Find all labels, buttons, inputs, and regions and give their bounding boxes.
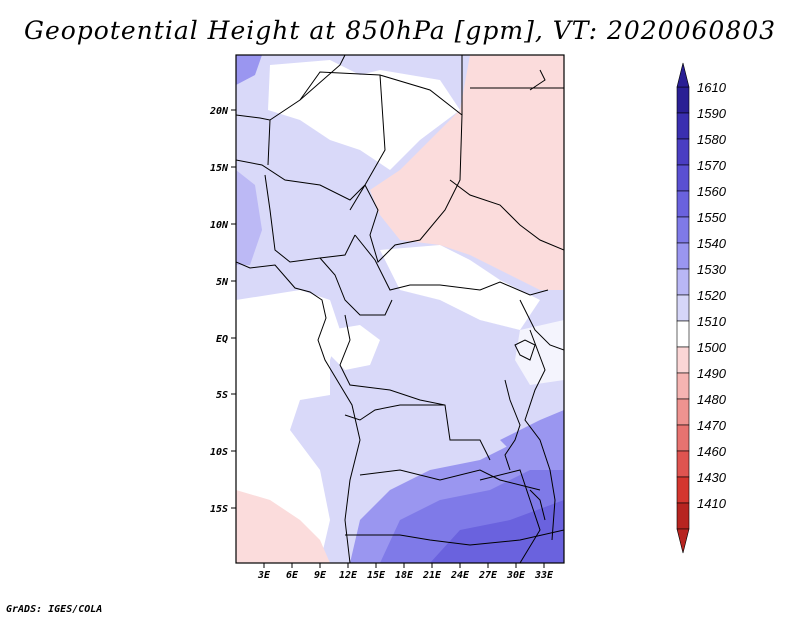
lon-label-9e: 9E	[314, 570, 327, 581]
colorbar-swatch	[676, 320, 690, 348]
colorbar-swatch	[676, 112, 690, 140]
border-kenya	[524, 329, 556, 541]
lon-label-18e: 18E	[395, 570, 414, 581]
colorbar-swatch	[676, 216, 690, 244]
lon-label-33e: 33E	[534, 570, 554, 581]
lon-label-6e: 6E	[286, 570, 299, 581]
colorbar-label: 1480	[697, 392, 727, 407]
colorbar-swatch	[676, 294, 690, 322]
border-nigeria	[264, 174, 356, 263]
lat-label-15n: 15N	[210, 163, 229, 174]
colorbar-label: 1530	[697, 262, 727, 277]
border-red-sea	[529, 69, 546, 91]
lat-label-20n: 20N	[209, 106, 229, 117]
border-rift-valley	[504, 379, 521, 471]
field-high-northwest	[236, 55, 262, 85]
colorbar-label: 1560	[697, 184, 727, 199]
border-sudan-west	[364, 55, 463, 263]
colorbar-label: 1410	[697, 496, 727, 511]
colorbar-label: 1490	[697, 366, 727, 381]
colorbar-label: 1500	[697, 340, 727, 355]
lon-label-27e: 27E	[478, 570, 498, 581]
border-central-africa	[354, 234, 549, 296]
border-west-coast	[236, 261, 361, 563]
colorbar-swatch	[676, 86, 690, 114]
border-lake-malawi	[529, 489, 546, 521]
lat-label-5n: 5N	[216, 277, 229, 288]
colorbar-label: 1570	[697, 158, 727, 173]
lat-label-5s: 5S	[216, 390, 228, 401]
lon-label-30e: 30E	[506, 570, 526, 581]
colorbar-bottom-arrow	[676, 528, 690, 554]
border-sahara-west	[269, 55, 346, 121]
map-title: Geopotential Height at 850hPa [gpm], VT:…	[23, 16, 777, 45]
lon-label-12e: 12E	[339, 570, 358, 581]
field-high-west-coast	[236, 170, 262, 265]
colorbar-label: 1510	[697, 314, 727, 329]
axis-ticks	[231, 109, 545, 568]
border-zambia	[359, 469, 541, 491]
lat-label-10s: 10S	[210, 447, 228, 458]
lon-label-3e: 3E	[257, 570, 271, 581]
colorbar-swatch	[676, 502, 690, 530]
border-chad-east	[349, 74, 386, 211]
field-low-northeast	[370, 55, 564, 290]
colorbar-swatch	[676, 424, 690, 452]
border-south	[345, 529, 564, 546]
colorbar-label: 1470	[697, 418, 727, 433]
border-angola	[344, 404, 445, 421]
field-neutral-north	[268, 60, 460, 170]
colorbar-label: 1430	[697, 470, 727, 485]
colorbar-swatch	[676, 164, 690, 192]
border-cameroon	[319, 257, 393, 316]
colorbar-swatch	[676, 346, 690, 374]
lat-label-eq: EQ	[216, 334, 228, 345]
colorbar-swatch	[676, 372, 690, 400]
colorbar: 1610 1590 1580 1570 1560 1550 1540 1530 1520 1510…	[676, 62, 727, 554]
border-mozambique	[479, 469, 541, 563]
border-lake-victoria	[514, 339, 536, 361]
colorbar-label: 1520	[697, 288, 727, 303]
border-north-minor	[236, 114, 271, 166]
colorbar-label: 1540	[697, 236, 727, 251]
colorbar-label: 1590	[697, 106, 727, 121]
border-ethiopia	[519, 299, 564, 351]
border-congo-basin	[339, 314, 491, 461]
field-high-south-3	[430, 500, 564, 563]
colorbar-swatch	[676, 190, 690, 218]
lon-label-15e: 15E	[367, 570, 386, 581]
height-field	[236, 55, 564, 563]
colorbar-top-arrow	[676, 62, 690, 88]
colorbar-swatch	[676, 242, 690, 270]
colorbar-swatch	[676, 268, 690, 296]
border-sahel	[236, 159, 366, 201]
map-frame	[235, 54, 565, 564]
colorbar-label: 1460	[697, 444, 727, 459]
lat-label-15s: 15S	[210, 504, 228, 515]
credit-label: GrADS: IGES/COLA	[6, 604, 103, 615]
colorbar-swatch	[676, 476, 690, 504]
field-high-east	[500, 410, 564, 470]
border-horn	[449, 179, 564, 251]
lon-label-24e: 24E	[450, 570, 470, 581]
colorbar-label: 1580	[697, 132, 727, 147]
country-borders	[236, 55, 564, 563]
colorbar-label: 1610	[697, 80, 727, 95]
lat-label-10n: 10N	[210, 220, 229, 231]
colorbar-swatch	[676, 138, 690, 166]
colorbar-swatch	[676, 398, 690, 426]
colorbar-swatch	[676, 450, 690, 478]
field-neutral-west	[236, 290, 340, 563]
field-neutral-highlands	[515, 320, 564, 385]
field-low-southwest	[236, 490, 330, 563]
colorbar-label: 1550	[697, 210, 727, 225]
lon-label-21e: 21E	[422, 570, 442, 581]
